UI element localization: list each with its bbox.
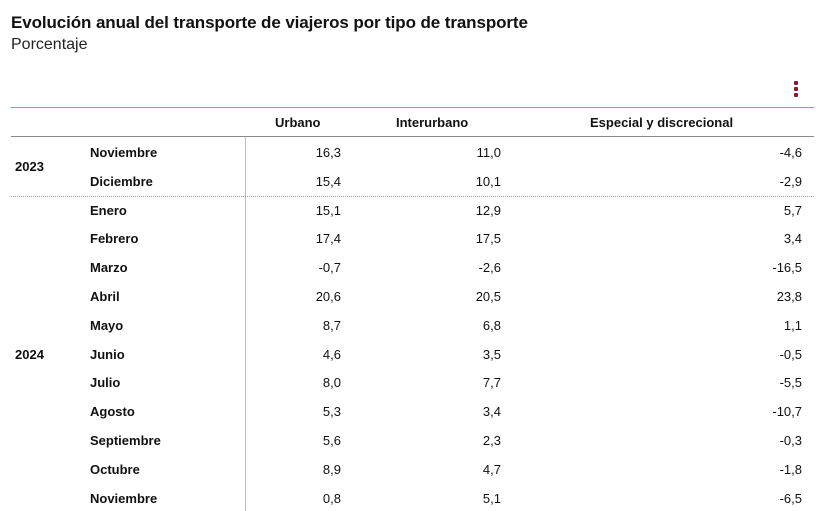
row-month-label: Julio: [90, 375, 121, 391]
column-header-especial: Especial y discrecional: [590, 115, 734, 130]
table-cell: -2,6: [478, 260, 501, 276]
column-header-urbano: Urbano: [275, 115, 321, 130]
table-cell: 17,5: [475, 231, 501, 247]
table-cell: -0,7: [318, 260, 341, 276]
table-cell: 20,6: [315, 289, 341, 304]
table-cell: 23,8: [776, 289, 802, 304]
table-cell: -0,3: [779, 433, 802, 448]
table-cell: 6,8: [482, 317, 501, 333]
year-label: 2024: [15, 346, 44, 362]
table-cell: 4,6: [322, 346, 341, 362]
header-rule: [11, 136, 814, 137]
table-cell: 5,7: [783, 202, 802, 218]
table-cell: 5,6: [322, 433, 341, 448]
table-cell: 11,0: [476, 145, 501, 160]
column-header-interurbano: Interurbano: [396, 115, 469, 130]
table-cell: 7,7: [482, 375, 501, 391]
table-cell: 5,1: [482, 490, 501, 506]
table-cell: 3,4: [482, 404, 501, 420]
table-cell: 1,1: [783, 317, 802, 333]
table-cell: 15,1: [315, 202, 341, 218]
table-cell: 16,3: [315, 145, 341, 160]
table-cell: -5,5: [779, 375, 802, 391]
table-cell: 17,4: [315, 231, 341, 247]
row-month-label: Agosto: [90, 404, 135, 420]
year-label: 2023: [15, 159, 44, 175]
row-month-label: Marzo: [90, 260, 128, 276]
vertical-ellipsis-icon[interactable]: [791, 80, 801, 98]
row-month-label: Febrero: [90, 231, 139, 247]
table-cell: 8,7: [322, 317, 341, 333]
row-month-label: Septiembre: [90, 433, 161, 448]
row-month-label: Noviembre: [90, 145, 158, 160]
row-month-label: Abril: [90, 289, 120, 304]
table-cell: 20,5: [475, 289, 501, 304]
table-title: Evolución anual del transporte de viajer…: [11, 13, 528, 32]
table-cell: -10,7: [772, 404, 802, 420]
table-cell: 0,8: [322, 490, 341, 506]
table-top-rule: [11, 107, 814, 108]
table-cell: -6,5: [779, 490, 802, 506]
table-cell: -16,5: [772, 260, 802, 276]
row-month-label: Diciembre: [90, 173, 153, 189]
table-cell: 4,7: [482, 461, 501, 477]
table-cell: -0,5: [779, 346, 802, 362]
row-month-label: Octubre: [90, 461, 140, 477]
table-cell: 15,4: [315, 173, 341, 189]
row-month-label: Noviembre: [90, 490, 158, 506]
table-cell: 3,4: [783, 231, 802, 247]
table-cell: 8,9: [322, 461, 341, 477]
table-cell: 2,3: [482, 433, 501, 448]
table-cell: 5,3: [322, 404, 341, 420]
row-month-label: Mayo: [90, 317, 124, 333]
table-cell: 12,9: [475, 202, 501, 218]
table-cell: -4,6: [779, 145, 802, 160]
table-subtitle: Porcentaje: [11, 36, 88, 53]
table-cell: 10,1: [475, 173, 501, 189]
table-cell: 3,5: [482, 346, 501, 362]
table-cell: -2,9: [779, 173, 802, 189]
row-month-label: Junio: [90, 346, 125, 362]
row-month-label: Enero: [90, 202, 127, 218]
table-cell: 8,0: [322, 375, 341, 391]
row-header-divider: [245, 137, 246, 511]
year-separator: [11, 196, 814, 197]
table-cell: -1,8: [779, 461, 802, 477]
